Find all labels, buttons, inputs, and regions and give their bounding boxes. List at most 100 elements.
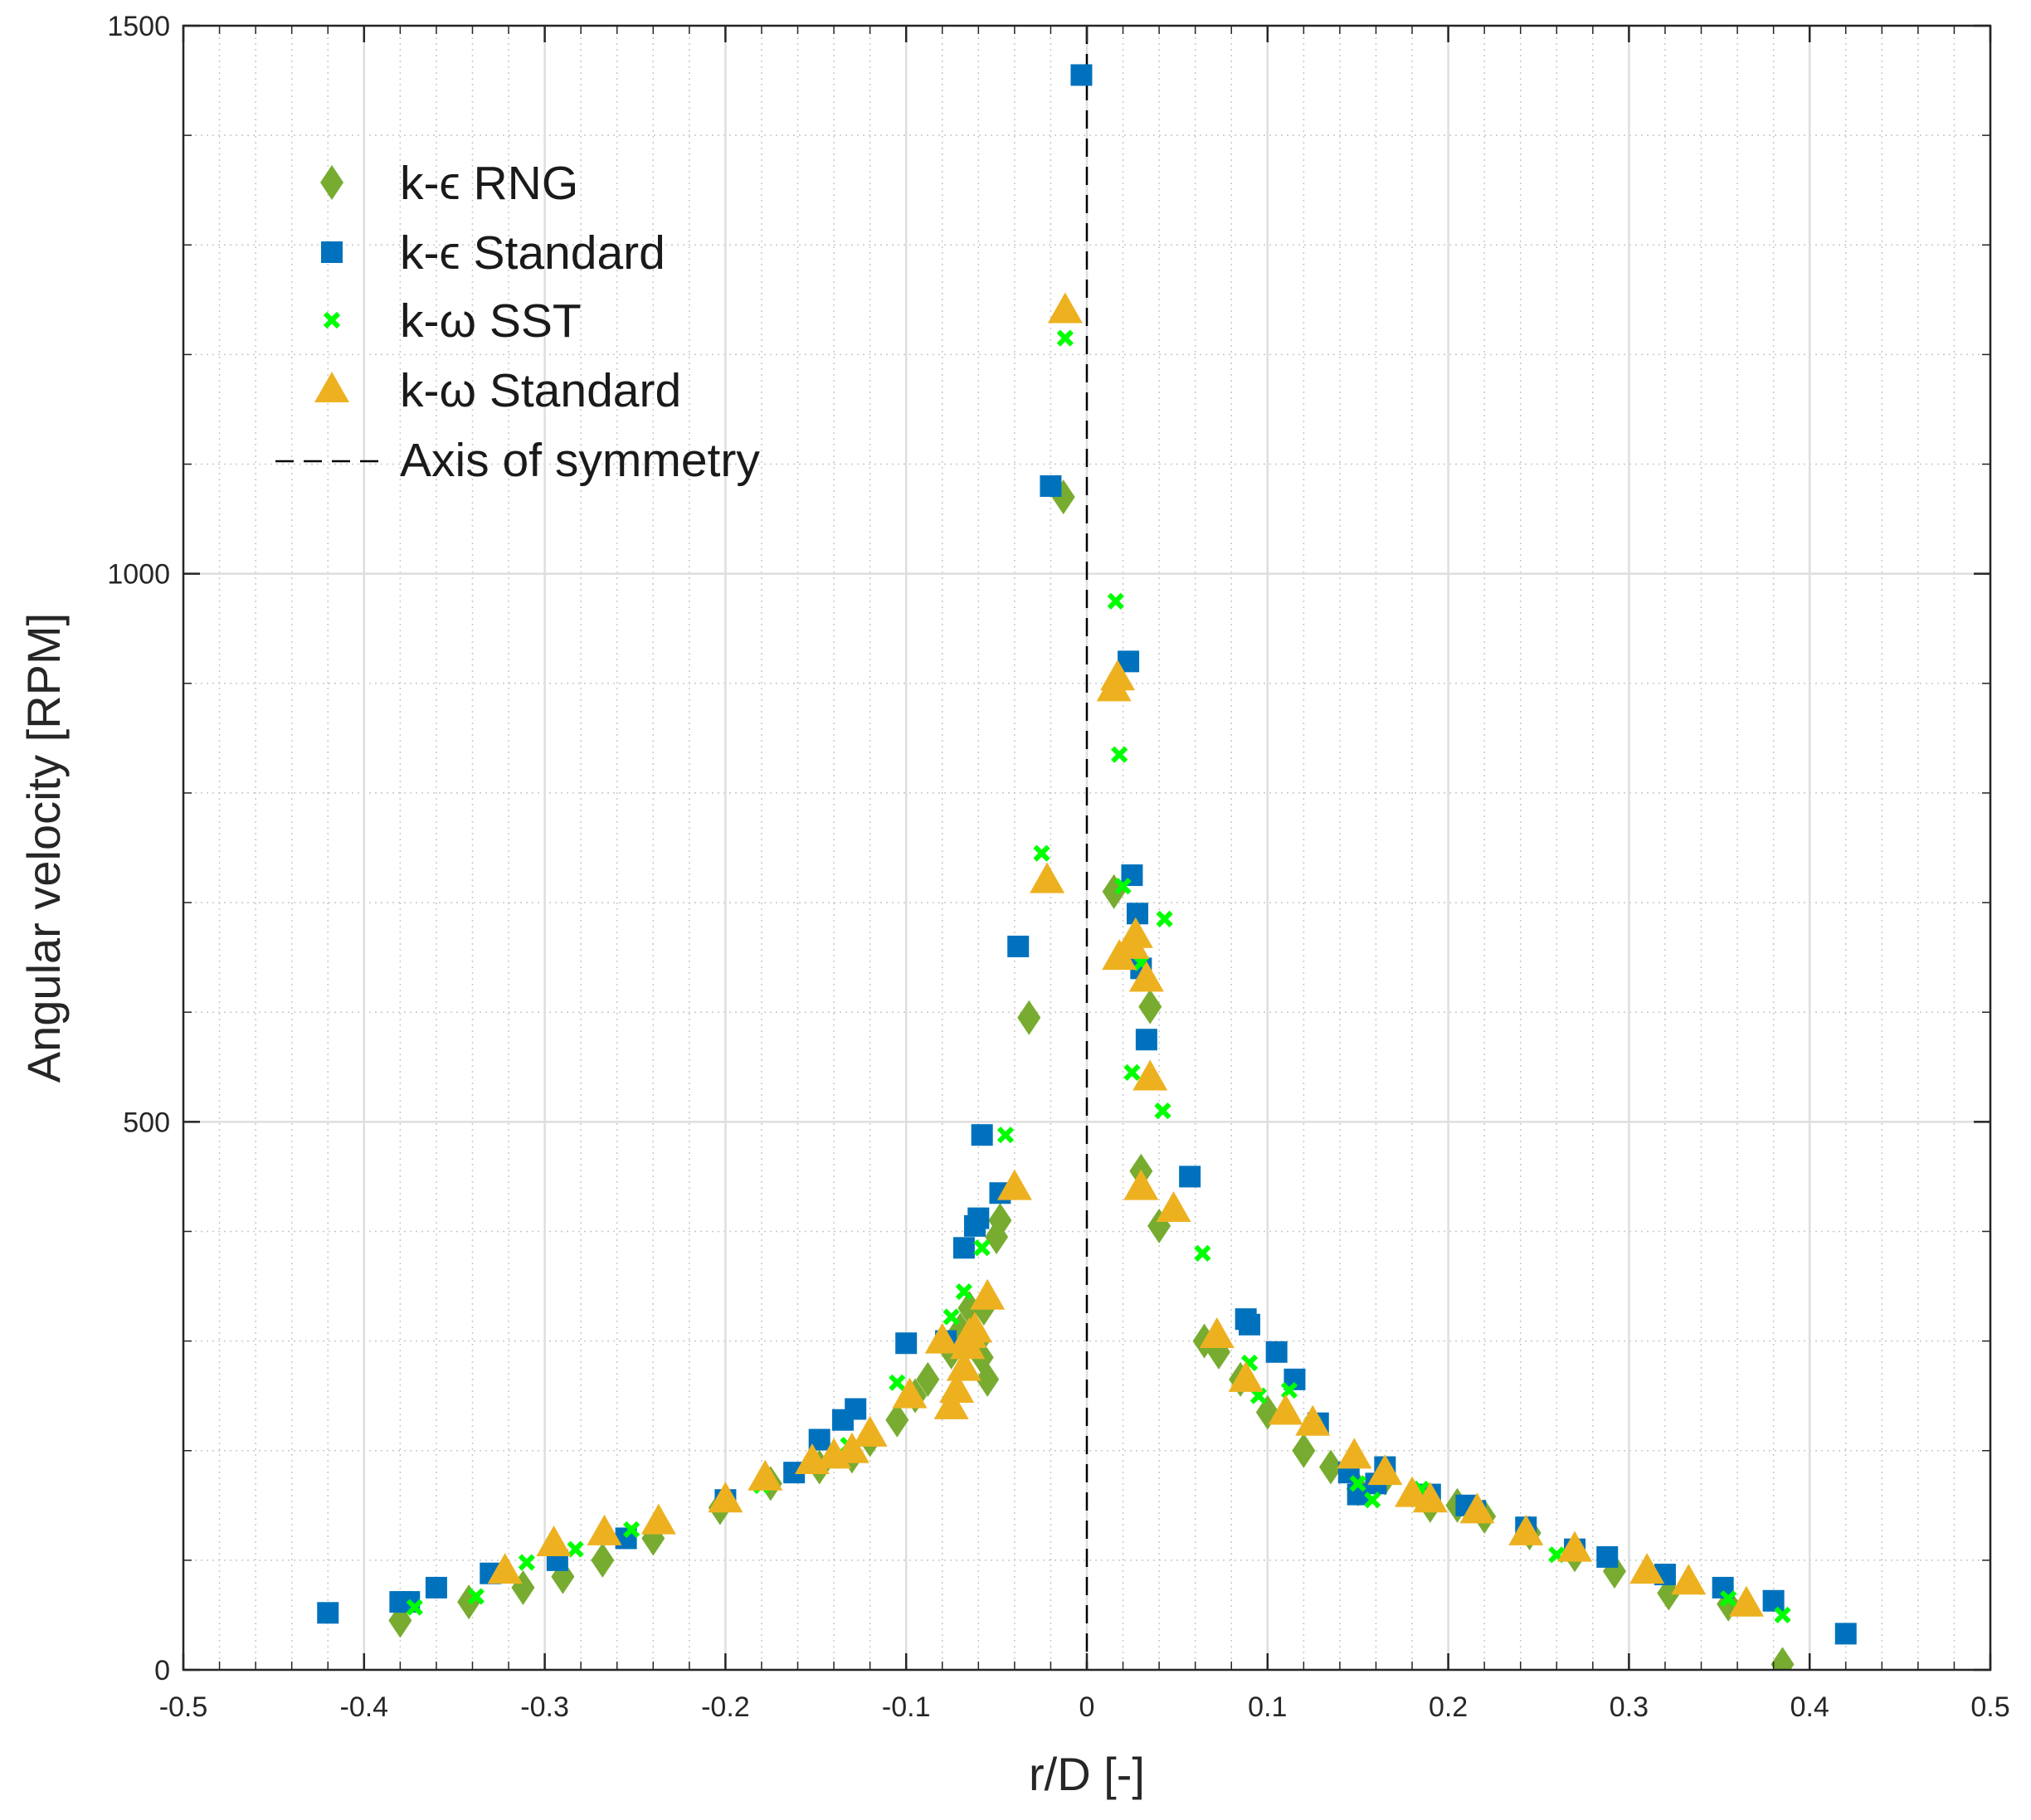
data-point <box>1030 862 1065 893</box>
data-point <box>640 1503 676 1535</box>
data-point <box>748 1459 783 1491</box>
data-point <box>591 1542 615 1578</box>
data-point <box>518 1554 535 1571</box>
legend-label: k-ω SST <box>400 294 582 348</box>
data-point <box>1107 592 1124 610</box>
data-point <box>467 1588 485 1605</box>
data-point <box>957 1311 992 1343</box>
data-point <box>487 1553 523 1584</box>
data-point <box>939 1372 975 1404</box>
data-point <box>1114 878 1132 895</box>
data-point <box>996 1127 1015 1144</box>
data-point <box>1118 917 1153 948</box>
x-tick-label: 0.1 <box>1248 1691 1287 1723</box>
data-point <box>942 1308 960 1326</box>
data-point <box>1770 1647 1795 1670</box>
data-point <box>845 1398 867 1420</box>
data-point <box>970 1278 1006 1310</box>
data-point <box>1337 1438 1372 1469</box>
data-point <box>1199 1316 1235 1348</box>
data-point <box>988 1203 1012 1238</box>
x-tick-label: 0 <box>1079 1691 1095 1723</box>
data-point <box>406 1599 423 1616</box>
legend-entry: k-ϵ Standard <box>321 226 665 280</box>
tick-labels: -0.5 -0.4 -0.3 -0.2 -0.1 0 0.1 0.2 0.3 0.4 0.5 0 500… <box>107 11 2009 1723</box>
data-point <box>952 1237 975 1259</box>
x-tick-label: 0.3 <box>1610 1691 1649 1723</box>
data-point <box>1138 989 1162 1024</box>
data-point <box>1720 1589 1737 1608</box>
data-point <box>1228 1360 1264 1392</box>
data-point <box>587 1514 622 1545</box>
legend-label: k-ω Standard <box>400 364 681 417</box>
data-point <box>885 1402 909 1438</box>
series-x <box>406 329 1791 1624</box>
data-point <box>1047 292 1083 324</box>
data-point <box>708 1482 743 1513</box>
x-axis-label: r/D [-] <box>1029 1748 1145 1800</box>
data-point <box>1033 844 1050 862</box>
data-point <box>1762 1589 1785 1612</box>
data-points <box>317 64 1857 1670</box>
data-point <box>946 1350 981 1381</box>
legend-label: Axis of symmetry <box>400 434 760 487</box>
data-point <box>924 1322 960 1354</box>
data-point <box>1156 1191 1191 1223</box>
x-tick-label: -0.1 <box>882 1691 931 1723</box>
data-point <box>536 1526 572 1557</box>
data-point <box>1292 1433 1316 1468</box>
data-point <box>1017 1000 1041 1035</box>
data-point <box>1834 1623 1857 1645</box>
data-point <box>1295 1404 1331 1436</box>
data-point <box>996 1169 1032 1200</box>
data-point <box>1132 1059 1168 1091</box>
data-point <box>834 1432 869 1463</box>
legend-entry: k-ϵ RNG <box>320 157 578 210</box>
data-point <box>1367 1454 1403 1486</box>
y-tick-label: 1000 <box>107 559 170 591</box>
data-point <box>933 1388 969 1419</box>
data-point <box>1319 1449 1343 1485</box>
data-point <box>895 1332 918 1355</box>
legend-marker-triangle <box>314 372 349 402</box>
x-tick-label: -0.3 <box>520 1691 569 1723</box>
data-point <box>1268 1394 1303 1425</box>
data-point <box>916 1361 940 1397</box>
data-point <box>1671 1564 1707 1595</box>
data-point <box>1265 1341 1288 1363</box>
data-point <box>955 1283 973 1301</box>
x-tick-label: 0.4 <box>1790 1691 1829 1723</box>
data-point <box>425 1576 447 1599</box>
x-tick-label: -0.4 <box>340 1691 389 1723</box>
data-point <box>1111 746 1128 763</box>
x-tick-label: -0.5 <box>159 1691 208 1723</box>
data-point <box>892 1377 928 1409</box>
data-point <box>889 1374 906 1391</box>
data-point <box>1156 910 1173 928</box>
y-tick-label: 1500 <box>107 11 170 42</box>
legend-entry: Axis of symmetry <box>275 434 760 487</box>
data-point <box>973 1239 991 1257</box>
data-point <box>1596 1545 1619 1568</box>
data-point <box>1056 329 1074 347</box>
data-point <box>1459 1492 1495 1524</box>
data-point <box>1349 1475 1366 1492</box>
data-point <box>1728 1585 1764 1617</box>
data-point <box>1007 935 1030 957</box>
legend-label: k-ϵ Standard <box>400 226 665 280</box>
data-point <box>1774 1606 1791 1624</box>
data-point <box>1070 64 1093 86</box>
y-axis-label: Angular velocity [RPM] <box>17 613 70 1083</box>
y-tick-label: 500 <box>123 1107 170 1138</box>
data-point <box>1363 1492 1381 1509</box>
legend-label: k-ϵ RNG <box>400 157 578 210</box>
data-point <box>1123 1063 1141 1081</box>
legend-entry: k-ω Standard <box>314 364 681 417</box>
data-point <box>976 1361 1000 1397</box>
data-point <box>1239 1313 1261 1336</box>
data-point <box>1154 1102 1171 1120</box>
data-point <box>1135 1029 1157 1051</box>
data-point <box>971 1124 993 1146</box>
data-point <box>967 1207 990 1229</box>
data-point <box>1194 1244 1211 1263</box>
